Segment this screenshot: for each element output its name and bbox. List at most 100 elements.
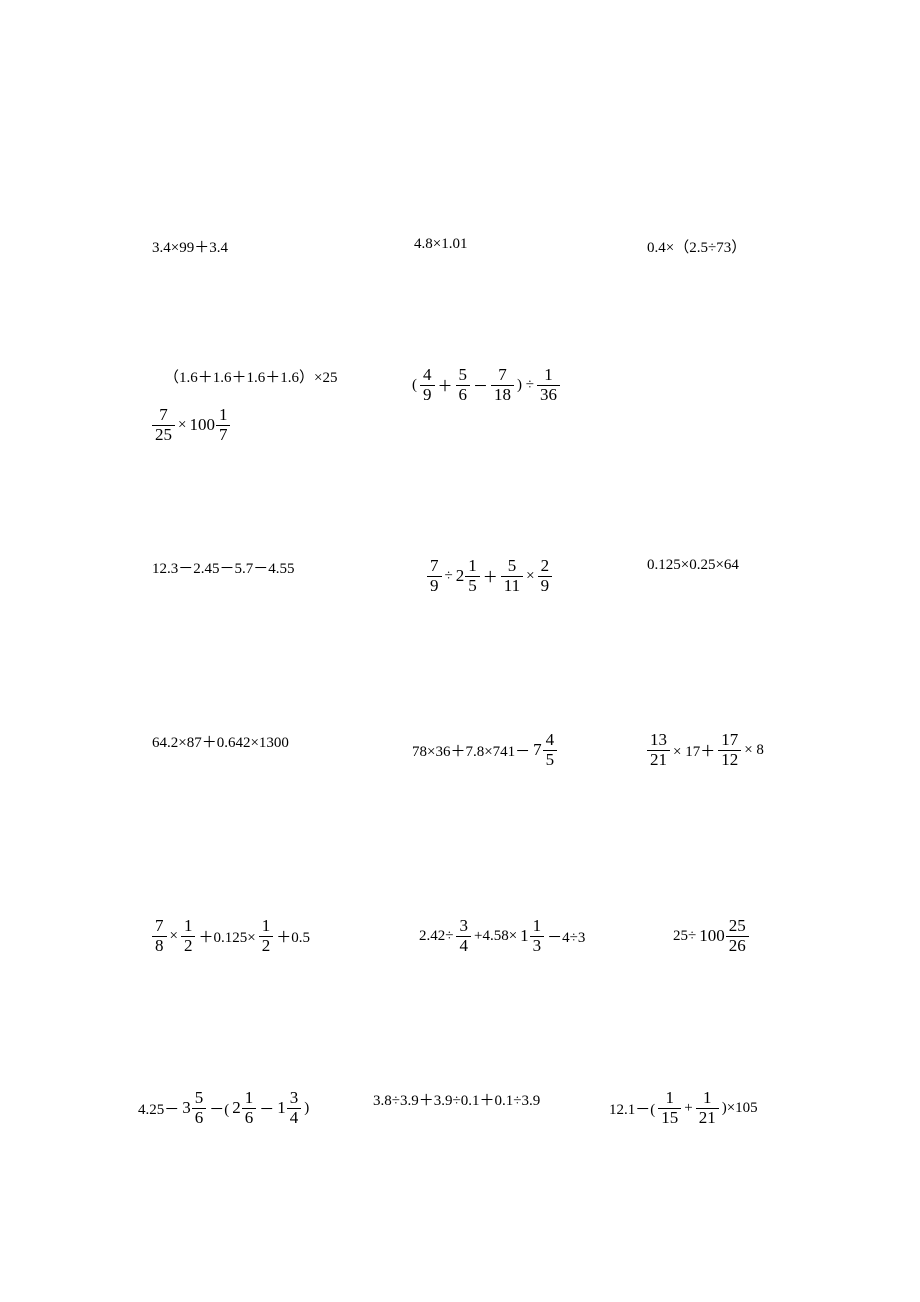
math-expression: 64.2×87＋0.642×1300 [152,731,289,752]
numerator: 1 [259,917,274,937]
numerator: 1 [658,1089,681,1109]
numerator: 7 [427,557,442,577]
mixed-number: 745 [533,731,557,769]
whole-part: 2 [456,566,465,586]
numerator: 5 [192,1089,207,1109]
denominator: 4 [287,1109,302,1128]
numerator: 2 [538,557,553,577]
denominator: 2 [259,937,274,956]
expression-text: ) ÷ [517,377,534,394]
mixed-number: 113 [520,917,544,955]
denominator: 8 [152,937,167,956]
mixed-number: 10017 [189,406,230,444]
fraction: 511 [501,557,523,595]
expression-text: 12.1－( [609,1098,655,1119]
expression-text: －( [209,1098,229,1119]
denominator: 9 [427,577,442,596]
numerator: 25 [726,917,749,937]
expression-text: 25÷ [673,928,696,945]
denominator: 26 [726,937,749,956]
whole-part: 3 [182,1098,191,1118]
math-expression: 4.8×1.01 [414,236,467,253]
denominator: 7 [216,426,231,445]
math-expression: 12.3－2.45－5.7－4.55 [152,557,295,578]
expression-wrapper: 4.25－356 －(216 －134 ) [137,1089,310,1127]
expression-text: ÷ [445,568,453,585]
denominator: 3 [530,937,545,956]
denominator: 9 [420,386,435,405]
expression-text: －4÷3 [547,926,585,947]
denominator: 5 [465,577,480,596]
math-expression: 1321 × 17＋ 1712 × 8 [647,731,765,769]
fraction: 56 [456,366,471,404]
numerator: 17 [718,731,741,751]
expression-text: ＋0.125× [198,926,255,947]
denominator: 15 [658,1109,681,1128]
math-expression: 0.4×（2.5÷73） [647,236,746,257]
fraction: 17 [216,406,231,444]
mixed-number: 215 [456,557,480,595]
expression-text: 2.42÷ [419,928,453,945]
whole-part: 7 [533,740,542,760]
math-expression: 725 × 10017 [152,406,230,444]
fraction: 1321 [647,731,670,769]
expression-text: ＋ [483,566,498,587]
expression-wrapper: 2.42÷ 34 +4.58× 113 －4÷3 [418,917,586,955]
denominator: 18 [491,386,514,405]
expression-text: × [526,568,534,585]
math-expression: 78×36＋7.8×741－745 [411,731,557,769]
math-expression: 79 ÷ 215 ＋ 511 × 29 [427,557,552,595]
mixed-number: 1002526 [699,917,749,955]
numerator: 1 [465,557,480,577]
math-expression: 12.1－( 115 + 1 21 )×105 [608,1089,759,1127]
expression-text: )×105 [722,1100,758,1117]
numerator: 7 [152,406,175,426]
expression-text: － [473,375,488,396]
expression-text: 4.25－ [138,1098,179,1119]
mixed-number: 356 [182,1089,206,1127]
fraction: 56 [192,1089,207,1127]
math-expression: 3.4×99＋3.4 [152,236,228,257]
expression-wrapper: 25÷1002526 [672,917,749,955]
denominator: 11 [501,577,523,596]
mixed-number: 134 [277,1089,301,1127]
expression-text: ( [412,377,417,394]
whole-part: 100 [699,926,725,946]
numerator: 3 [456,917,471,937]
fraction: 79 [427,557,442,595]
numerator: 3 [287,1089,302,1109]
fraction: 115 [658,1089,681,1127]
fraction: 13 [530,917,545,955]
numerator: 1 [181,917,196,937]
expression-wrapper: 1321 × 17＋ 1712 × 8 [647,731,765,769]
denominator: 6 [456,386,471,405]
numerator: 5 [456,366,471,386]
denominator: 9 [538,577,553,596]
expression-wrapper: 78 × 12 ＋0.125× 12 ＋0.5 [152,917,311,955]
expression-wrapper: 12.1－( 115 + 1 21 )×105 [608,1089,759,1127]
math-expression: ( 49 ＋ 56 － 718 ) ÷ 136 [411,366,560,404]
fraction: 2526 [726,917,749,955]
denominator: 6 [192,1109,207,1128]
mixed-number: 216 [232,1089,256,1127]
whole-part: 1 [520,926,529,946]
denominator: 4 [456,937,471,956]
numerator: 4 [420,366,435,386]
whole-part: 100 [189,415,215,435]
denominator: 25 [152,426,175,445]
fraction: 1712 [718,731,741,769]
fraction: 34 [456,917,471,955]
expression-text: 78×36＋7.8×741－ [412,740,530,761]
whole-part: 2 [232,1098,241,1118]
expression-text: ＋0.5 [276,926,310,947]
expression-text: + [684,1100,692,1117]
denominator: 21 [696,1109,719,1128]
expression-text: × [170,928,178,945]
fraction: 725 [152,406,175,444]
expression-text: +4.58× [474,928,517,945]
expression-text: ) [304,1100,309,1117]
denominator: 21 [647,751,670,770]
expression-wrapper: 725 × 10017 [152,406,230,444]
denominator: 5 [543,751,558,770]
fraction: 29 [538,557,553,595]
